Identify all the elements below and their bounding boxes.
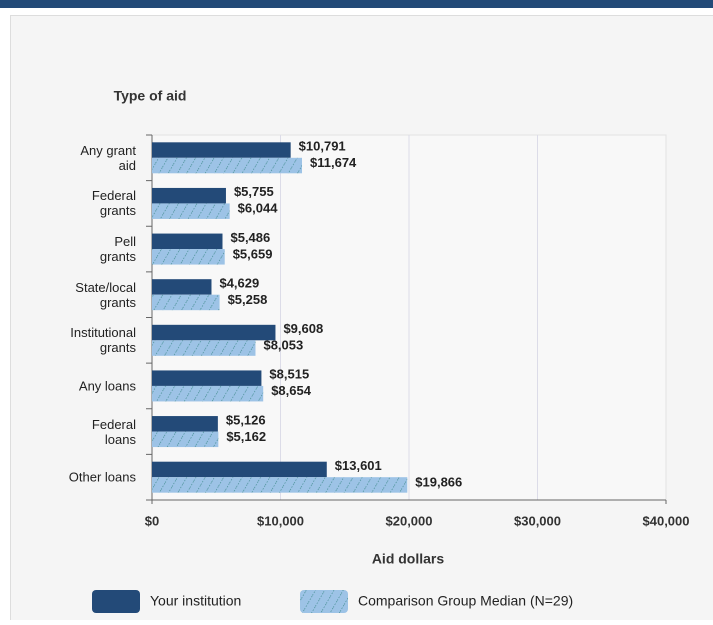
bar [152,203,230,219]
legend-label: Your institution [150,593,241,609]
bar [152,477,407,493]
bar [152,386,263,402]
value-label: $8,053 [263,338,303,353]
value-label: $6,044 [238,201,279,216]
bar [152,142,291,158]
bar [152,370,261,386]
value-label: $5,126 [226,412,266,427]
bar [152,234,222,250]
bar [152,295,220,311]
value-label: $5,755 [234,184,274,199]
value-label: $13,601 [335,458,382,473]
bar [152,249,225,265]
value-label: $10,791 [299,139,346,154]
y-tick-label: Federal loans [6,417,136,447]
legend-swatch [300,590,348,613]
value-label: $5,258 [228,292,268,307]
y-tick-label: Pell grants [6,234,136,264]
x-tick-label: $40,000 [643,513,690,528]
value-label: $11,674 [310,155,357,170]
value-label: $8,515 [269,367,309,382]
value-label: $19,866 [415,474,462,489]
x-tick-label: $30,000 [514,513,561,528]
legend-swatch [92,590,140,613]
x-tick-label: $0 [145,513,159,528]
bar [152,416,218,432]
y-tick-label: State/local grants [6,280,136,310]
x-tick-label: $20,000 [386,513,433,528]
y-tick-label: Other loans [6,470,136,485]
value-label: $8,654 [271,383,312,398]
y-axis-title: Type of aid [114,88,187,104]
value-label: $5,486 [230,230,270,245]
value-label: $5,659 [233,246,273,261]
legend-label: Comparison Group Median (N=29) [358,593,573,609]
bar [152,325,275,341]
y-tick-label: Federal grants [6,188,136,218]
y-tick-label: Any loans [6,378,136,393]
bar [152,279,211,295]
y-tick-label: Institutional grants [6,325,136,355]
x-axis-title: Aid dollars [372,551,445,567]
bar [152,432,218,448]
x-tick-label: $10,000 [257,513,304,528]
value-label: $5,162 [226,429,266,444]
value-label: $4,629 [219,275,259,290]
value-label: $9,608 [283,321,323,336]
bar [152,188,226,204]
y-tick-label: Any grant aid [6,143,136,173]
top-bar [0,0,713,8]
bar [152,158,302,174]
bar [152,340,255,356]
bar [152,462,327,478]
